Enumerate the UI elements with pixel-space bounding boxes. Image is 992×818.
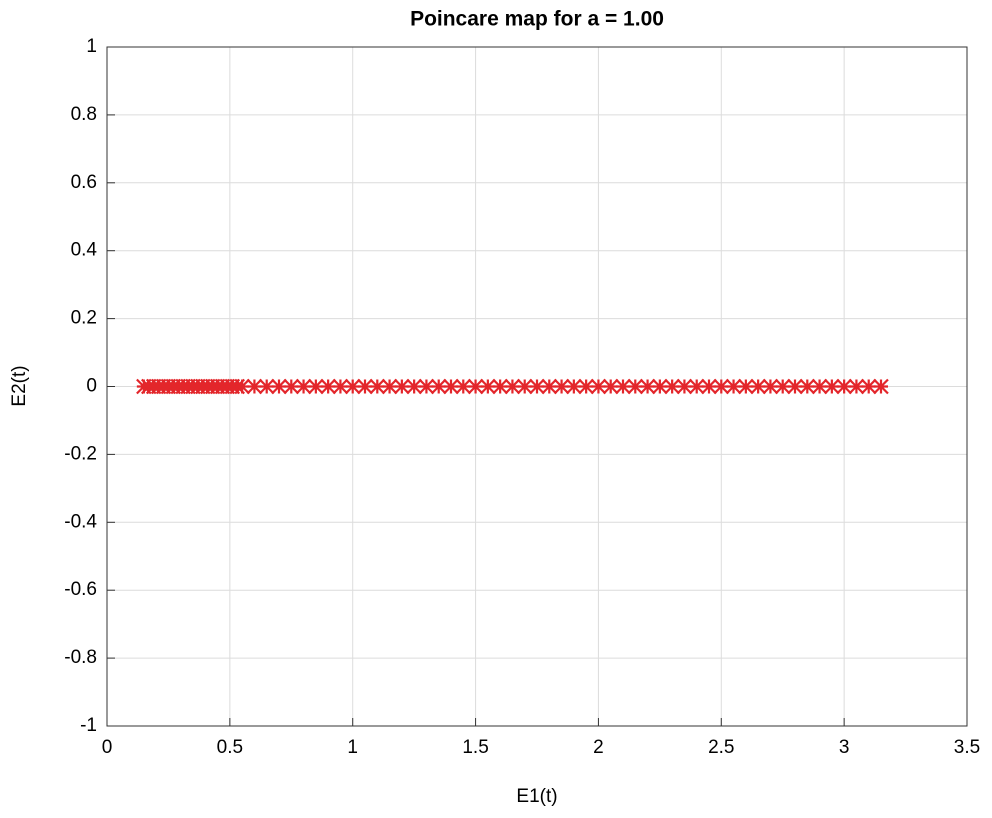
data-point [639, 378, 656, 395]
data-point [406, 378, 422, 395]
data-point [369, 378, 386, 395]
x-tick-label: 2 [593, 737, 604, 758]
data-point [774, 378, 791, 395]
data-point [787, 378, 803, 395]
data-point [467, 378, 484, 395]
data-point [455, 378, 472, 395]
data-point [652, 378, 668, 395]
y-tick-label: 0 [86, 376, 97, 397]
data-point [627, 378, 644, 395]
data-point [799, 378, 816, 395]
x-tick-label: 3.5 [954, 737, 980, 758]
data-point [541, 378, 558, 395]
data-point [504, 378, 521, 395]
data-point [836, 378, 852, 395]
data-point [725, 378, 742, 395]
data-point [320, 378, 336, 395]
data-point [492, 378, 508, 395]
data-point [394, 378, 410, 395]
y-tick-label: 0.6 [71, 172, 97, 193]
data-point [418, 378, 435, 395]
y-tick-label: -0.6 [64, 579, 97, 600]
data-point [811, 378, 828, 395]
data-point [848, 378, 865, 395]
chart-title: Poincare map for a = 1.00 [410, 8, 664, 31]
x-axis-label: E1(t) [516, 786, 557, 807]
data-point [578, 378, 594, 395]
data-point [246, 378, 263, 395]
data-point [701, 378, 717, 395]
data-point [750, 378, 766, 395]
x-tick-label: 1.5 [462, 737, 488, 758]
y-tick-label: 1 [86, 36, 97, 57]
data-point [529, 378, 545, 395]
data-point [357, 378, 373, 395]
y-tick-label: 0.4 [71, 240, 98, 261]
y-tick-label: 0.8 [71, 104, 97, 125]
data-point [271, 378, 287, 395]
y-tick-label: 0.2 [71, 308, 97, 329]
data-point [480, 378, 496, 395]
x-tick-label: 1 [347, 737, 358, 758]
data-point [553, 378, 570, 395]
data-point [516, 378, 533, 395]
y-tick-label: -0.4 [64, 511, 97, 532]
data-point [602, 378, 619, 395]
data-point [873, 378, 889, 395]
x-tick-label: 3 [839, 737, 850, 758]
data-point [615, 378, 631, 395]
data-point [590, 378, 607, 395]
data-point [664, 378, 680, 395]
data-point [688, 378, 705, 395]
data-point [824, 378, 840, 395]
data-point [381, 378, 398, 395]
data-point [676, 378, 693, 395]
y-tick-label: -1 [80, 715, 97, 736]
data-point [566, 378, 582, 395]
data-point [443, 378, 459, 395]
data-point [860, 378, 877, 395]
data-point [430, 378, 447, 395]
data-point [762, 378, 779, 395]
data-point [258, 378, 275, 395]
data-point [308, 378, 324, 395]
x-tick-label: 2.5 [708, 737, 734, 758]
data-point [295, 378, 312, 395]
data-point [332, 378, 349, 395]
data-point [738, 378, 754, 395]
data-point [713, 378, 730, 395]
x-tick-label: 0 [102, 737, 113, 758]
y-tick-label: -0.2 [64, 443, 97, 464]
y-axis-label: E2(t) [9, 365, 30, 406]
data-point [344, 378, 361, 395]
y-tick-label: -0.8 [64, 647, 97, 668]
plot-frame [106, 46, 968, 727]
x-tick-label: 0.5 [217, 737, 243, 758]
data-point [234, 378, 250, 395]
data-point [283, 378, 300, 395]
